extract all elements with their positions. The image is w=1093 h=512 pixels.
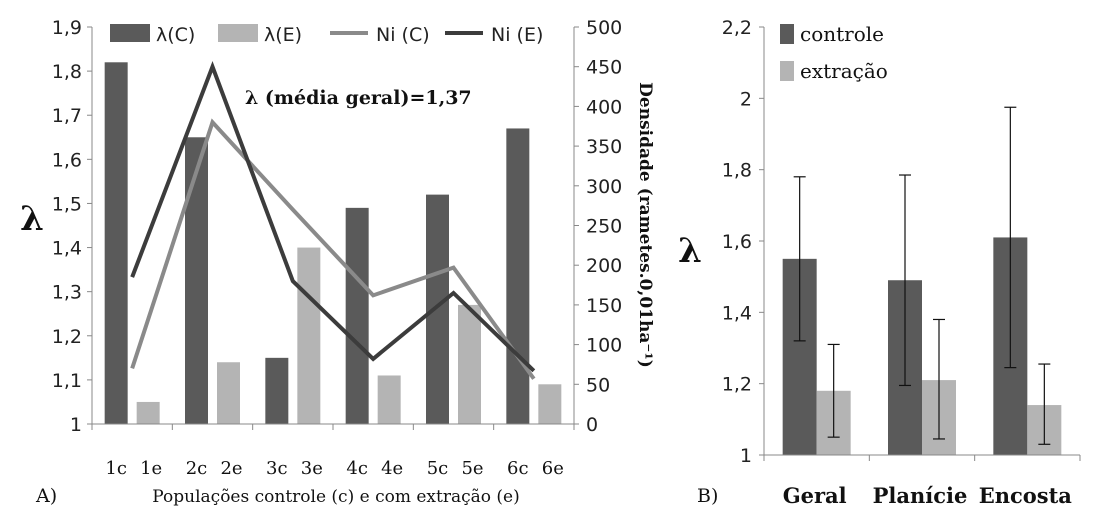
- panel-b: 1 1,2 1,4 1,6 1,8 2 2,2 Geral Planície Encosta co…: [678, 17, 1081, 508]
- line-ni-extraction: [130, 61, 536, 373]
- y-tick-label: 1,6: [722, 231, 752, 253]
- line-ni-control: [130, 118, 536, 380]
- y-tick-label: 1,7: [52, 105, 82, 127]
- panel-a-label: A): [35, 485, 57, 507]
- x-tick-label-control: 1c: [105, 458, 127, 479]
- x-tick-label-extraction: 5e: [461, 458, 483, 479]
- y-tick-label: 1,2: [722, 374, 752, 396]
- panel-a-legend: λ(C) λ(E) Ni (C) Ni (E): [110, 24, 543, 46]
- x-tick-label-control: 2c: [186, 458, 208, 479]
- y-tick-label: 1,1: [52, 370, 82, 392]
- panel-a-y-label: λ: [20, 199, 44, 239]
- x-tick-label-extraction: 4e: [381, 458, 403, 479]
- y-tick-label: 1,8: [722, 160, 752, 182]
- y-tick-label: 1,8: [52, 61, 82, 83]
- y-tick-label: 1,3: [52, 282, 82, 304]
- x-tick-label-extraction: 2e: [220, 458, 242, 479]
- x-category-label: Geral: [783, 483, 847, 508]
- x-tick-label-control: 3c: [266, 458, 288, 479]
- panel-a-ticks: 1 1,1 1,2 1,3 1,4 1,5 1,6 1,7 1,8 1,9 0 50 100 150 200…: [52, 17, 622, 479]
- legend-swatch: [780, 61, 794, 81]
- y-tick-label: 2: [740, 88, 752, 110]
- panel-b-label: B): [697, 485, 718, 507]
- y-tick-label: 1: [740, 445, 752, 467]
- x-tick-label-extraction: 6e: [542, 458, 564, 479]
- panel-a-x-label: Populações controle (c) e com extração (…: [152, 487, 519, 507]
- panel-a: 1 1,1 1,2 1,3 1,4 1,5 1,6 1,7 1,8 1,9 0 50 100 150 200…: [20, 17, 655, 507]
- x-tick-label-control: 5c: [427, 458, 449, 479]
- bar-lambda-control: [265, 357, 289, 424]
- bar-lambda-control: [104, 62, 128, 425]
- y2-tick-label: 500: [586, 17, 622, 39]
- y2-tick-label: 150: [586, 295, 622, 317]
- y2-tick-label: 0: [586, 414, 598, 436]
- y-tick-label: 2,2: [722, 17, 752, 39]
- legend-swatch-bar: [110, 24, 150, 42]
- y2-tick-label: 300: [586, 176, 622, 198]
- panel-b-bars: [782, 106, 1062, 455]
- bar-lambda-control: [506, 128, 530, 424]
- panel-a-annotation: λ (média geral)=1,37: [245, 87, 472, 109]
- legend-label: extração: [800, 59, 888, 83]
- legend-label: controle: [800, 22, 884, 46]
- legend-swatch: [780, 24, 794, 44]
- legend-label: Ni (C): [376, 24, 430, 46]
- x-tick-label-control: 4c: [346, 458, 368, 479]
- bar-lambda-extraction: [458, 304, 481, 424]
- y-tick-label: 1: [70, 414, 82, 436]
- x-category-label: Encosta: [979, 483, 1073, 508]
- y2-tick-label: 450: [586, 57, 622, 79]
- bar-lambda-control: [426, 194, 449, 424]
- legend-label: λ(E): [264, 24, 302, 46]
- x-tick-label-extraction: 3e: [301, 458, 323, 479]
- bar-lambda-extraction: [136, 401, 160, 424]
- bar-lambda-extraction: [538, 384, 562, 424]
- bar-lambda-control: [185, 137, 208, 424]
- y2-tick-label: 200: [586, 255, 622, 277]
- legend-swatch-bar: [218, 24, 258, 42]
- y-tick-label: 1,2: [52, 326, 82, 348]
- legend-label: Ni (E): [491, 24, 543, 46]
- x-tick-label-control: 6c: [507, 458, 529, 479]
- x-category-label: Planície: [873, 483, 968, 508]
- y2-tick-label: 350: [586, 136, 622, 158]
- legend-label: λ(C): [156, 24, 195, 46]
- y2-tick-label: 400: [586, 96, 622, 118]
- panel-b-ticks: 1 1,2 1,4 1,6 1,8 2 2,2 Geral Planície Encosta: [722, 17, 1081, 508]
- y-tick-label: 1,6: [52, 149, 82, 171]
- bar-lambda-extraction: [377, 375, 401, 424]
- y-tick-label: 1,4: [722, 302, 752, 324]
- y-tick-label: 1,5: [52, 193, 82, 215]
- bar-lambda-extraction: [297, 247, 321, 424]
- y-tick-label: 1,9: [52, 17, 82, 39]
- x-tick-label-extraction: 1e: [140, 458, 162, 479]
- y2-tick-label: 50: [586, 374, 610, 396]
- panel-b-y-label: λ: [678, 231, 702, 271]
- bar-lambda-extraction: [217, 362, 240, 424]
- y2-tick-label: 250: [586, 216, 622, 238]
- y2-tick-label: 100: [586, 335, 622, 357]
- panel-b-legend: controle extração: [780, 22, 888, 83]
- panel-a-lines: [130, 61, 536, 380]
- y-tick-label: 1,4: [52, 238, 82, 260]
- panel-a-y2-label: Densidade (rametes.0,01ha⁻¹): [635, 82, 655, 368]
- bar-lambda-control: [345, 207, 369, 424]
